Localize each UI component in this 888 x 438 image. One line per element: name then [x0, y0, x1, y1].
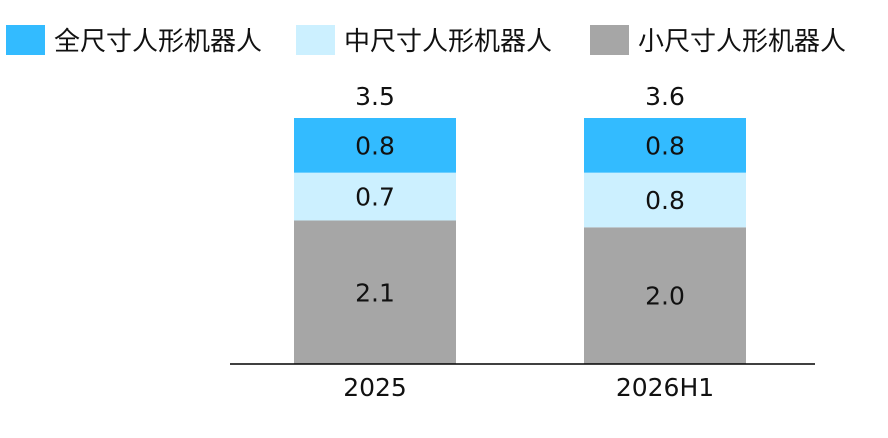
legend-swatch	[590, 25, 629, 55]
chart-legend: 全尺寸人形机器人 中尺寸人形机器人 小尺寸人形机器人	[6, 25, 846, 57]
bar-segment-2025-2	[294, 118, 456, 173]
x-tick-label: 2025	[343, 373, 407, 402]
total-label: 3.5	[355, 82, 395, 111]
legend-swatch	[6, 25, 45, 55]
value-label: 2.0	[645, 282, 685, 311]
value-label: 0.8	[645, 186, 685, 215]
chart-value-labels: 2.1 0.7 0.8 3.5 2.0 0.8 0.8 3.6	[355, 82, 685, 311]
legend-label: 中尺寸人形机器人	[344, 27, 552, 57]
value-label: 0.8	[355, 131, 395, 160]
total-label: 3.6	[645, 82, 685, 111]
value-label: 0.7	[355, 183, 395, 212]
value-label: 2.1	[355, 278, 395, 307]
legend-label: 全尺寸人形机器人	[54, 27, 262, 57]
legend-label: 小尺寸人形机器人	[638, 27, 846, 57]
bar-segment-2025-1	[294, 172, 456, 221]
bar-segment-2026H1-0	[584, 227, 746, 364]
bar-segment-2025-0	[294, 220, 456, 364]
legend-swatch	[296, 25, 335, 55]
bar-segment-2026H1-1	[584, 172, 746, 228]
value-label: 0.8	[645, 131, 685, 160]
bar-segment-2026H1-2	[584, 118, 746, 173]
x-axis-tick-labels: 2025 2026H1	[343, 373, 714, 402]
chart-bars	[294, 118, 746, 364]
x-tick-label: 2026H1	[616, 373, 714, 402]
